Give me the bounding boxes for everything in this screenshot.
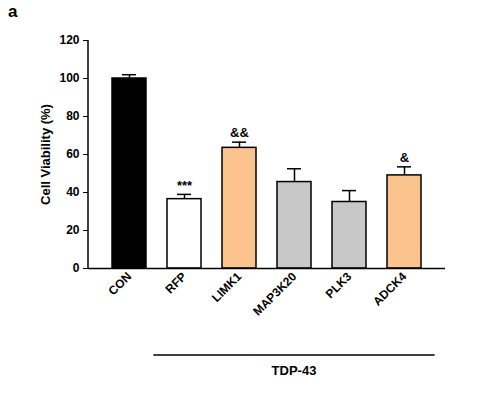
svg-text:***: *** [177, 178, 193, 193]
svg-text:20: 20 [66, 223, 80, 237]
svg-text:RFP: RFP [162, 269, 189, 296]
svg-text:&: & [400, 150, 409, 165]
svg-text:CON: CON [106, 269, 135, 298]
svg-text:PLK3: PLK3 [323, 269, 355, 301]
svg-text:LIMK1: LIMK1 [209, 269, 245, 305]
svg-text:&&: && [230, 125, 249, 140]
html-text:a: a [8, 2, 18, 21]
svg-text:Cell Viability (%): Cell Viability (%) [38, 104, 53, 205]
svg-text:100: 100 [59, 71, 79, 85]
svg-text:TDP-43: TDP-43 [272, 363, 317, 378]
svg-text:0: 0 [73, 261, 80, 275]
svg-text:MAP3K20: MAP3K20 [250, 269, 299, 318]
svg-text:80: 80 [66, 109, 80, 123]
svg-text:120: 120 [59, 33, 79, 47]
svg-text:ADCK4: ADCK4 [370, 269, 409, 308]
svg-text:40: 40 [66, 185, 80, 199]
svg-text:60: 60 [66, 147, 80, 161]
